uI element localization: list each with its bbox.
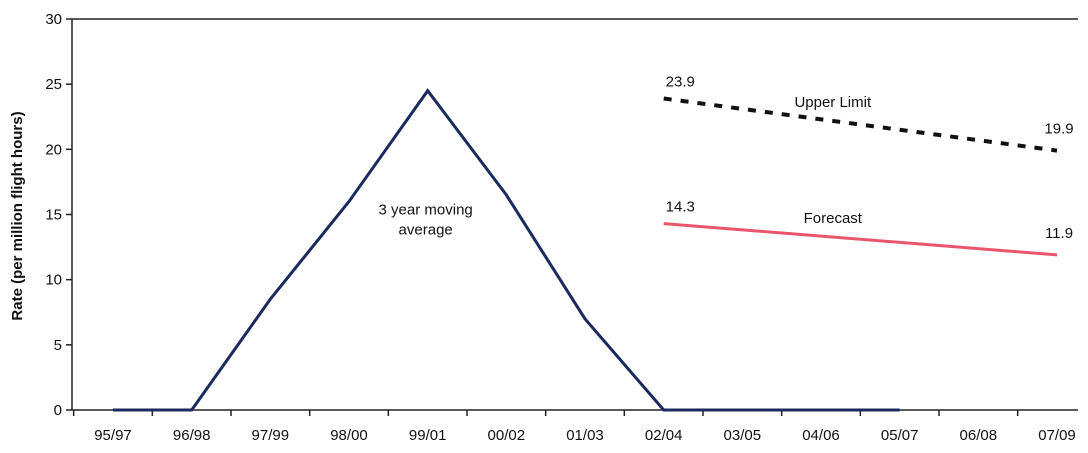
y-tick-label: 30 (45, 11, 62, 28)
x-tick-label: 99/01 (409, 427, 447, 444)
labels-layer: 23.9 19.9 14.3 11.9 3 year moving average Uppe… (379, 74, 1074, 242)
series-line-3-year-moving-average (113, 88, 900, 412)
x-tick-label: 97/99 (252, 427, 290, 444)
x-tick-label: 02/04 (645, 427, 683, 444)
data-label: 11.9 (1045, 225, 1073, 242)
x-tick-label: 03/05 (724, 427, 762, 444)
data-label: 14.3 (666, 199, 695, 216)
x-tick-label: 98/00 (330, 427, 368, 444)
y-axis-title: Rate (per million flight hours) (9, 111, 26, 320)
x-tick-label: 04/06 (802, 427, 840, 444)
x-tick-label: 06/08 (960, 427, 998, 444)
data-label: 19.9 (1044, 121, 1073, 138)
x-tick-label: 96/98 (173, 427, 211, 444)
series-line-forecast (663, 222, 1058, 257)
y-tick-label: 10 (45, 272, 62, 289)
axes: 0 5 10 15 20 25 30 95/97 96/98 97/99 98/00 99/01 00/… (45, 11, 1078, 444)
series-label: 3 year moving average (379, 202, 473, 239)
y-tick-label: 25 (45, 76, 62, 93)
x-tick-label: 07/09 (1038, 427, 1076, 444)
x-tick-label: 01/03 (566, 427, 604, 444)
series-label-line: Forecast (804, 210, 863, 227)
series-layer (113, 88, 1058, 412)
x-tick-label: 00/02 (488, 427, 526, 444)
series-label-line: 3 year moving (379, 202, 473, 219)
series-label: Forecast (804, 210, 863, 227)
series-label-line: average (399, 222, 453, 239)
y-tick-label: 0 (54, 402, 62, 419)
series-label-line: Upper Limit (794, 94, 872, 111)
x-tick-label: 95/97 (94, 427, 132, 444)
data-label: 23.9 (666, 74, 695, 91)
series-label: Upper Limit (794, 94, 872, 111)
series-line-upper-limit (663, 96, 1058, 153)
y-tick-label: 20 (45, 141, 62, 158)
y-tick-label: 5 (54, 337, 62, 354)
y-tick-label: 15 (45, 207, 62, 224)
x-tick-label: 05/07 (881, 427, 919, 444)
